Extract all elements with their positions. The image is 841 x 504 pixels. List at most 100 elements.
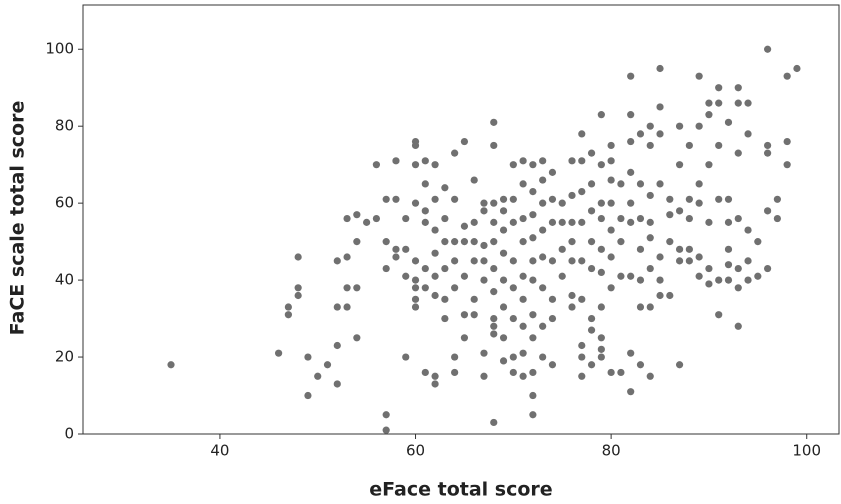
point <box>499 276 508 284</box>
point <box>793 64 801 73</box>
point <box>617 238 625 246</box>
point <box>529 368 537 377</box>
point <box>372 214 381 223</box>
point <box>519 157 527 165</box>
point <box>744 257 752 265</box>
point <box>675 245 684 253</box>
point <box>715 99 723 107</box>
point <box>509 314 517 323</box>
point <box>519 272 527 280</box>
point <box>519 180 527 188</box>
point <box>509 284 517 292</box>
point <box>587 207 596 215</box>
point <box>431 372 439 380</box>
point <box>382 411 390 419</box>
point <box>392 157 400 165</box>
y-axis-label: FaCE scale total score <box>7 101 29 336</box>
point <box>499 334 508 342</box>
point <box>578 157 586 165</box>
point <box>411 161 420 169</box>
point <box>343 284 351 292</box>
point <box>392 253 400 261</box>
point <box>529 188 537 196</box>
point <box>597 161 605 169</box>
point <box>656 180 664 188</box>
point <box>539 322 547 330</box>
point <box>627 388 635 396</box>
point <box>764 45 772 53</box>
point <box>519 214 527 223</box>
point <box>470 257 478 265</box>
point <box>636 130 645 138</box>
point <box>646 141 654 150</box>
point <box>783 137 791 146</box>
point <box>343 214 351 223</box>
point <box>431 161 439 169</box>
point <box>431 380 439 388</box>
point <box>509 218 517 226</box>
point <box>519 238 527 246</box>
point <box>460 137 469 146</box>
point <box>529 257 537 265</box>
point <box>685 245 693 253</box>
point <box>734 284 742 292</box>
point <box>636 361 645 369</box>
point <box>451 195 459 203</box>
y-tick-label: 60 <box>55 194 74 212</box>
point <box>715 311 723 319</box>
point <box>724 218 733 226</box>
point <box>529 334 537 342</box>
point <box>490 218 498 226</box>
point <box>470 176 478 184</box>
point <box>578 353 586 361</box>
point <box>460 238 469 246</box>
point <box>724 245 733 253</box>
point <box>578 188 586 196</box>
point <box>353 238 361 246</box>
point <box>568 303 576 311</box>
point <box>675 257 684 265</box>
point <box>627 218 635 226</box>
point <box>587 314 596 323</box>
point <box>724 261 733 269</box>
point <box>411 141 420 150</box>
point <box>304 353 312 361</box>
point <box>597 345 605 353</box>
point <box>607 226 615 234</box>
point <box>372 161 381 169</box>
point <box>519 349 527 357</box>
point <box>568 291 576 300</box>
point <box>744 226 752 234</box>
point <box>734 214 742 223</box>
point <box>499 249 508 257</box>
point <box>294 291 302 300</box>
point <box>460 311 469 319</box>
point <box>304 391 312 400</box>
point <box>646 372 654 380</box>
point <box>695 272 703 280</box>
point <box>539 157 547 165</box>
point <box>558 245 566 253</box>
point <box>715 84 723 92</box>
point <box>548 257 557 265</box>
point <box>705 161 713 169</box>
point <box>548 295 557 303</box>
point <box>587 180 596 188</box>
point <box>519 322 527 330</box>
point <box>666 195 674 203</box>
point <box>578 218 586 226</box>
point <box>509 257 517 265</box>
point <box>499 226 508 234</box>
point <box>548 361 557 369</box>
point <box>548 314 557 323</box>
point <box>587 149 596 157</box>
point <box>578 130 586 138</box>
point <box>539 199 547 207</box>
point <box>675 161 684 169</box>
point <box>783 72 791 80</box>
point <box>754 272 762 280</box>
point <box>480 349 488 357</box>
point <box>597 268 605 277</box>
point <box>490 330 498 338</box>
